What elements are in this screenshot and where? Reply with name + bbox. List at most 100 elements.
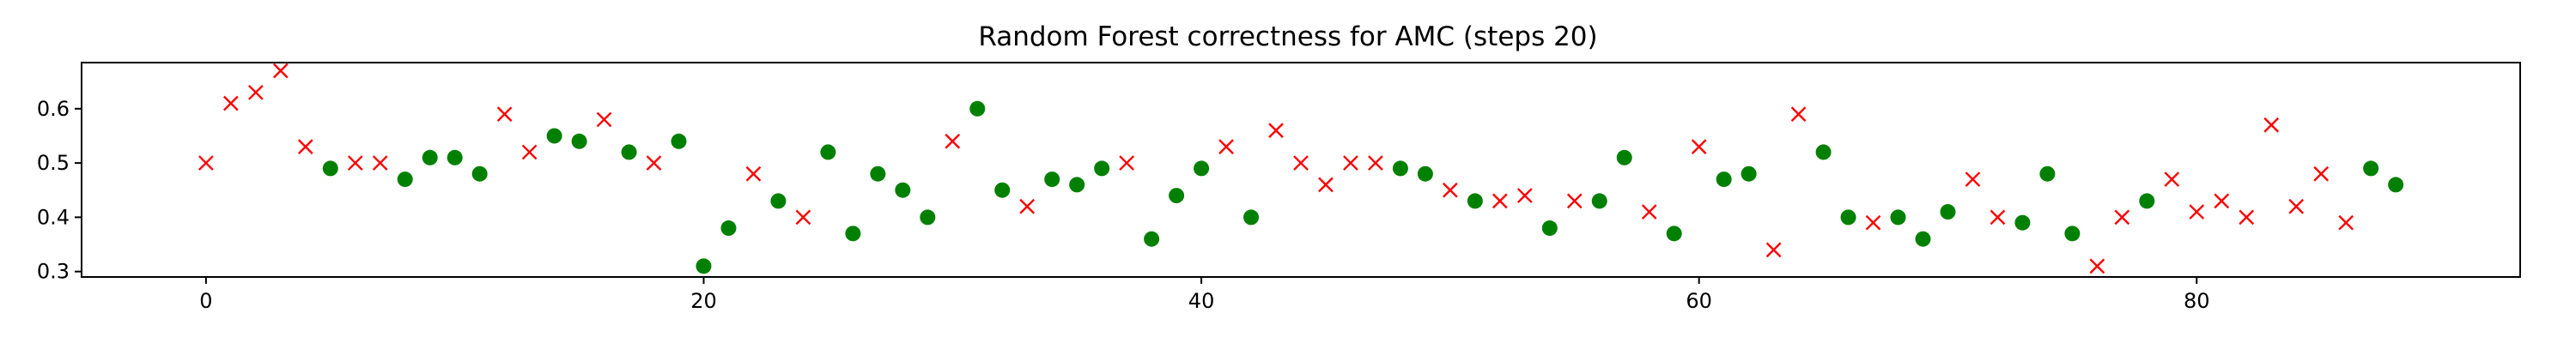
- data-point-correct: [1890, 209, 1906, 226]
- data-point-correct: [1840, 209, 1856, 226]
- data-point-correct: [2064, 226, 2081, 242]
- y-tick-label: 0.4: [37, 205, 70, 229]
- data-point-correct: [1741, 165, 1757, 182]
- data-point-correct: [471, 165, 488, 182]
- data-point-incorrect: [2313, 165, 2330, 182]
- data-point-incorrect: [795, 209, 811, 226]
- data-point-incorrect: [1293, 155, 1309, 171]
- data-point-incorrect: [1343, 155, 1358, 171]
- y-axis: 0.3 0.4 0.5 0.6: [37, 97, 82, 284]
- data-point-incorrect: [272, 63, 289, 79]
- data-point-incorrect: [2089, 258, 2105, 274]
- data-point-correct: [1666, 226, 1682, 242]
- data-point-incorrect: [945, 133, 961, 149]
- data-point-correct: [571, 133, 587, 149]
- data-point-correct: [1591, 193, 1607, 209]
- data-point-correct: [895, 182, 911, 198]
- x-tick-label: 60: [1686, 289, 1712, 313]
- data-point-correct: [447, 149, 463, 165]
- data-point-incorrect: [2164, 172, 2180, 187]
- data-point-incorrect: [2288, 198, 2305, 214]
- data-point-incorrect: [1566, 193, 1583, 209]
- data-point-correct: [845, 226, 861, 242]
- series-incorrect: [198, 63, 2354, 274]
- data-point-incorrect: [297, 139, 313, 154]
- data-point-incorrect: [1443, 182, 1458, 198]
- data-point-incorrect: [1965, 172, 1981, 187]
- data-point-incorrect: [745, 165, 762, 182]
- data-point-correct: [920, 209, 936, 226]
- data-point-incorrect: [1318, 177, 1334, 193]
- data-point-incorrect: [1492, 193, 1508, 209]
- x-axis: 0 20 40 60 80: [199, 277, 2210, 313]
- data-point-correct: [422, 149, 438, 165]
- data-point-incorrect: [223, 95, 239, 111]
- data-point-correct: [1716, 172, 1732, 188]
- x-tick-label: 20: [690, 289, 717, 313]
- y-tick-label: 0.3: [37, 260, 70, 284]
- data-point-correct: [1417, 165, 1433, 182]
- data-point-correct: [1094, 160, 1110, 177]
- data-point-correct: [621, 144, 637, 160]
- data-point-incorrect: [1691, 139, 1707, 154]
- data-point-correct: [2139, 193, 2155, 209]
- data-point-correct: [994, 182, 1011, 198]
- data-point-correct: [696, 258, 712, 274]
- data-point-correct: [1144, 231, 1160, 247]
- data-point-incorrect: [1516, 188, 1533, 203]
- x-tick-label: 0: [199, 289, 212, 313]
- data-point-correct: [1467, 193, 1483, 209]
- data-point-incorrect: [2263, 117, 2280, 133]
- data-point-correct: [1815, 144, 1832, 160]
- data-marks: [198, 63, 2404, 274]
- data-point-incorrect: [2114, 209, 2130, 226]
- data-point-incorrect: [1119, 155, 1134, 171]
- data-point-incorrect: [1368, 155, 1383, 171]
- data-point-incorrect: [646, 155, 662, 171]
- data-point-incorrect: [1765, 242, 1782, 258]
- data-point-incorrect: [596, 111, 612, 128]
- data-point-incorrect: [521, 144, 538, 160]
- data-point-correct: [671, 133, 687, 149]
- data-point-correct: [969, 100, 986, 117]
- data-point-correct: [1044, 172, 1060, 188]
- data-point-correct: [1616, 149, 1632, 165]
- data-point-correct: [1194, 160, 1210, 177]
- y-tick-label: 0.6: [37, 97, 70, 121]
- data-point-correct: [720, 220, 737, 237]
- data-point-correct: [1915, 231, 1931, 247]
- data-point-correct: [546, 128, 562, 144]
- data-point-incorrect: [2189, 204, 2205, 220]
- data-point-correct: [820, 144, 836, 160]
- data-point-correct: [1069, 177, 1085, 193]
- data-point-correct: [1940, 204, 1956, 220]
- data-point-incorrect: [496, 106, 513, 122]
- data-point-correct: [870, 165, 886, 182]
- data-point-incorrect: [2338, 214, 2354, 231]
- data-point-incorrect: [2214, 193, 2230, 209]
- data-point-correct: [1243, 209, 1260, 226]
- data-point-correct: [2014, 214, 2031, 231]
- data-point-incorrect: [1990, 209, 2006, 226]
- data-point-incorrect: [1268, 123, 1284, 138]
- data-point-correct: [1169, 188, 1185, 204]
- data-point-incorrect: [372, 155, 388, 171]
- chart-title: Random Forest correctness for AMC (steps…: [978, 21, 1597, 52]
- data-point-correct: [2388, 177, 2404, 193]
- data-point-correct: [2039, 165, 2056, 182]
- data-point-incorrect: [1019, 198, 1036, 214]
- data-point-correct: [1392, 160, 1408, 177]
- series-correct: [322, 100, 2404, 274]
- data-point-incorrect: [2239, 209, 2255, 226]
- x-tick-label: 40: [1188, 289, 1215, 313]
- y-tick-label: 0.5: [37, 151, 70, 175]
- data-point-incorrect: [248, 84, 264, 100]
- data-point-incorrect: [1641, 204, 1657, 220]
- data-point-correct: [322, 160, 338, 177]
- data-point-correct: [770, 193, 787, 209]
- plot-area-frame: [81, 62, 2521, 278]
- data-point-correct: [397, 172, 413, 188]
- data-point-incorrect: [1865, 214, 1881, 231]
- data-point-incorrect: [347, 155, 363, 171]
